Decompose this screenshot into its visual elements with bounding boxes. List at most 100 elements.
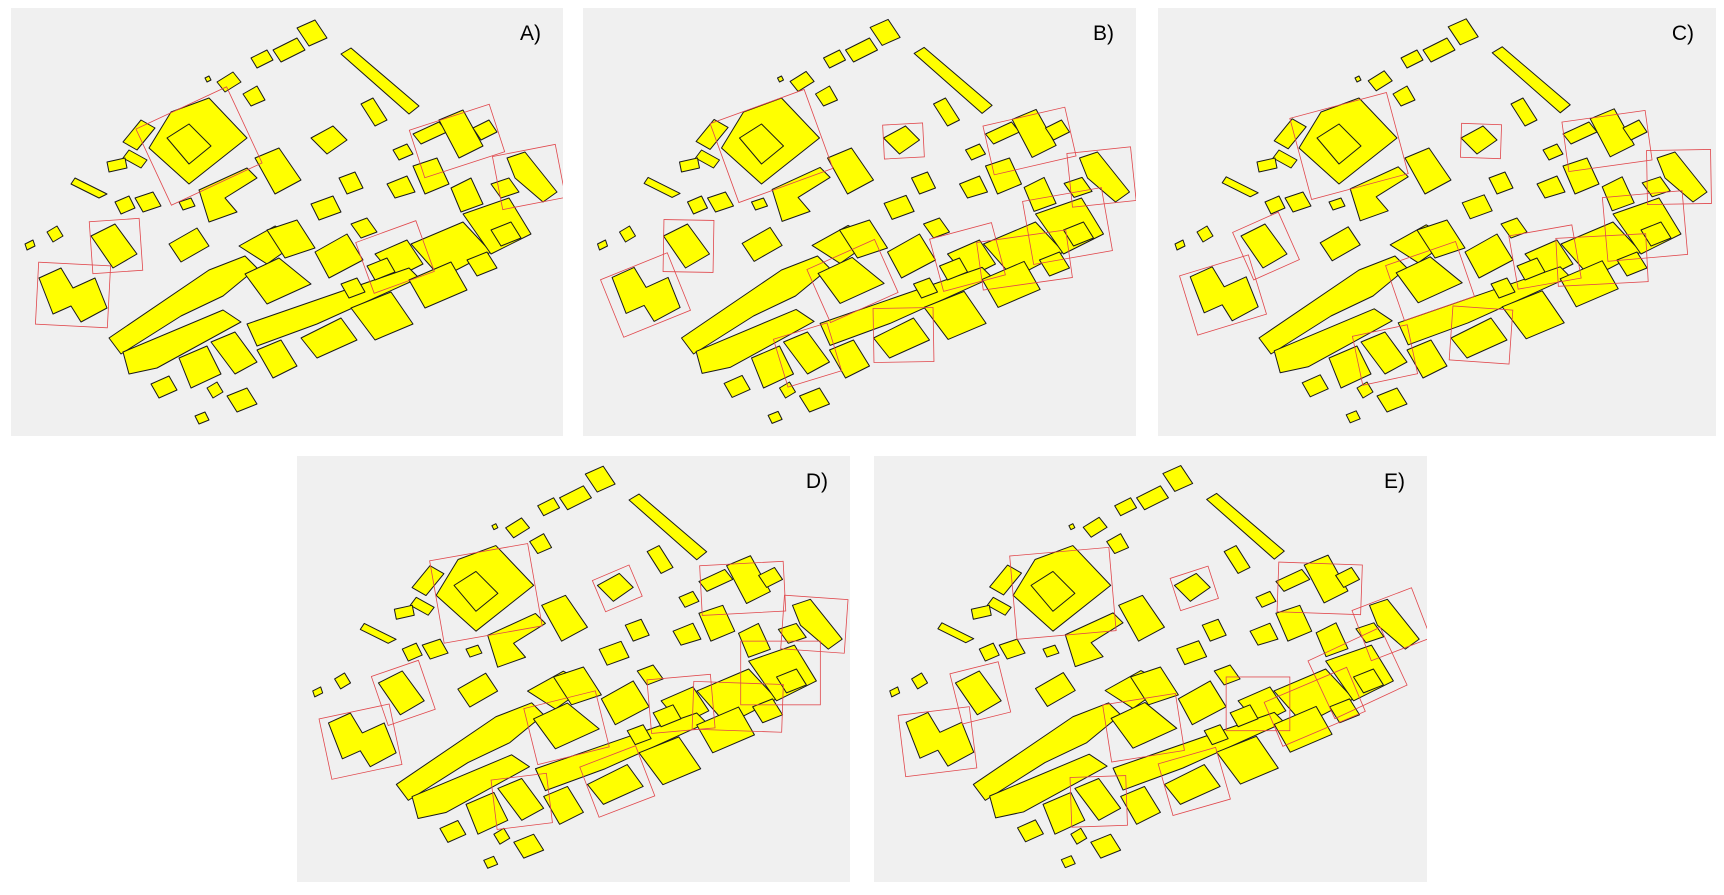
bounding-envelope [1289, 92, 1409, 200]
building-footprint [1045, 119, 1070, 141]
building-footprint [889, 686, 901, 698]
building-footprint [1589, 108, 1635, 158]
building-footprint [783, 331, 830, 375]
building-footprint [1460, 125, 1498, 155]
building-footprint [626, 724, 652, 746]
building-footprint [553, 666, 602, 706]
building-footprint [1542, 143, 1564, 161]
building-footprint [1063, 221, 1094, 247]
bounding-envelope [772, 322, 843, 388]
building-footprint [1255, 590, 1277, 608]
building-footprint [829, 339, 870, 379]
building-footprint [150, 375, 178, 399]
building-footprint [24, 239, 36, 251]
building-footprint [122, 309, 242, 375]
building-footprint [887, 233, 936, 279]
building-footprint [869, 18, 901, 46]
building-footprint [624, 618, 650, 642]
building-footprint [1367, 70, 1393, 92]
building-map-d [312, 465, 849, 869]
building-footprint [497, 777, 545, 821]
building-footprint [1177, 680, 1227, 726]
building-footprint [1622, 119, 1648, 141]
bounding-envelope [1157, 746, 1231, 817]
building-footprint [1640, 221, 1672, 247]
building-footprint [226, 387, 258, 413]
building-footprint [457, 672, 499, 708]
building-footprint [1488, 171, 1514, 195]
building-footprint [751, 197, 768, 211]
building-footprint [1221, 176, 1259, 198]
building-footprint [106, 157, 128, 173]
building-footprint [1447, 18, 1479, 46]
bounding-envelope [1179, 254, 1267, 336]
building-footprint [250, 49, 274, 69]
bounding-envelope [1508, 224, 1582, 290]
building-footprint [611, 266, 681, 322]
building-footprint [148, 97, 248, 185]
building-footprint [1017, 819, 1044, 843]
building-footprint [998, 638, 1026, 660]
panel-label-a: A) [520, 22, 541, 45]
building-footprint [1034, 672, 1076, 707]
building-footprint [178, 345, 222, 389]
building-footprint [937, 622, 975, 644]
building-footprint [985, 121, 1020, 145]
bounding-envelope [355, 220, 435, 294]
building-footprint [465, 791, 509, 835]
building-footprint [465, 644, 483, 658]
building-footprint [1203, 724, 1229, 746]
bounding-envelope [135, 86, 263, 206]
bounding-envelope [318, 703, 403, 780]
building-footprint [1023, 176, 1057, 212]
building-footprint [1450, 317, 1508, 359]
building-footprint [638, 736, 702, 786]
building-footprint [1328, 345, 1372, 389]
building-footprint [789, 70, 815, 92]
building-footprint [1422, 37, 1456, 63]
building-footprint [1163, 764, 1221, 805]
building-footprint [254, 147, 302, 195]
building-footprint [1301, 374, 1329, 398]
building-footprint [687, 195, 708, 215]
building-footprint [679, 157, 700, 173]
building-footprint [978, 642, 1000, 662]
bounding-envelope [699, 560, 787, 616]
building-footprint [751, 345, 794, 389]
building-footprint [1011, 108, 1057, 158]
building-footprint [296, 19, 328, 47]
bounding-envelope [929, 222, 1006, 292]
building-footprint [663, 223, 710, 269]
building-footprint [1490, 277, 1516, 299]
building-footprint [38, 267, 108, 323]
building-footprint [411, 754, 531, 819]
building-footprint [695, 149, 720, 169]
building-footprint [970, 604, 992, 620]
building-footprint [823, 49, 846, 69]
building-footprint [1400, 49, 1424, 69]
building-footprint [698, 604, 736, 642]
building-footprint [1656, 151, 1708, 203]
building-map-c [1174, 18, 1712, 424]
building-footprint [911, 171, 936, 195]
building-footprint [1328, 197, 1346, 211]
building-footprint [210, 331, 258, 375]
building-footprint [913, 277, 938, 299]
building-footprint [114, 195, 136, 215]
building-footprint [483, 855, 499, 869]
building-footprint [438, 109, 484, 159]
building-footprint [487, 612, 546, 668]
building-footprint [695, 118, 729, 150]
building-footprint [1114, 497, 1138, 517]
building-footprint [586, 764, 644, 805]
building-footprint [198, 167, 258, 223]
building-footprint [923, 290, 987, 340]
building-footprint [839, 219, 888, 259]
building-footprint [1559, 260, 1619, 308]
building-footprint [672, 622, 702, 646]
building-footprint [1256, 157, 1278, 173]
building-footprint [327, 712, 397, 768]
building-footprint [411, 565, 445, 597]
building-footprint [490, 221, 522, 247]
bounding-envelope [1022, 187, 1113, 265]
